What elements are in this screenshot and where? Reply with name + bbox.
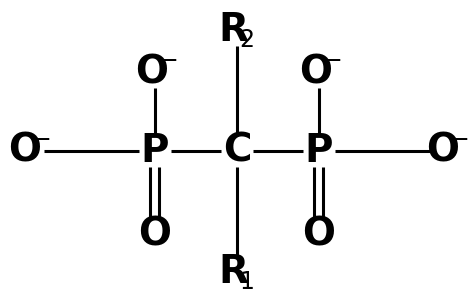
Text: R: R [218,11,248,49]
Text: O: O [302,215,336,253]
Text: −: − [322,49,342,73]
Text: P: P [305,132,333,170]
Text: 1: 1 [239,270,255,294]
Text: −: − [31,128,51,152]
Text: C: C [223,132,251,170]
Text: O: O [300,53,332,91]
Text: −: − [158,49,178,73]
Text: O: O [9,132,42,170]
Text: −: − [449,128,469,152]
Text: P: P [141,132,169,170]
Text: O: O [427,132,459,170]
Text: 2: 2 [239,28,255,52]
Text: O: O [138,215,172,253]
Text: R: R [218,253,248,291]
Text: O: O [136,53,168,91]
